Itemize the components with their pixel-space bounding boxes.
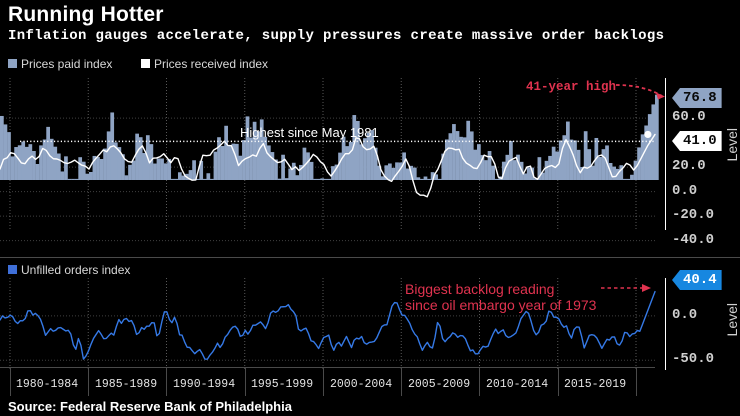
svg-text:Highest since May 1981: Highest since May 1981 bbox=[240, 125, 379, 140]
